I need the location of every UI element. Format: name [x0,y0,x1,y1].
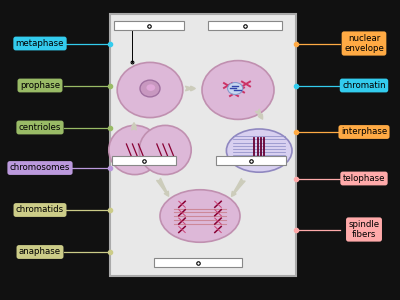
FancyBboxPatch shape [114,21,184,30]
Text: nuclear
envelope: nuclear envelope [344,34,384,53]
Ellipse shape [140,80,160,97]
Ellipse shape [139,125,191,175]
Text: prophase: prophase [20,81,60,90]
Text: spindle
fibers: spindle fibers [348,220,380,239]
FancyBboxPatch shape [216,156,286,165]
Text: anaphase: anaphase [19,248,61,256]
FancyBboxPatch shape [154,258,242,267]
Ellipse shape [109,125,161,175]
Text: chromosomes: chromosomes [10,164,70,172]
FancyBboxPatch shape [208,21,282,30]
Text: centrioles: centrioles [19,123,61,132]
Text: chromatids: chromatids [16,206,64,214]
Text: chromatin: chromatin [342,81,386,90]
Ellipse shape [146,84,155,91]
Ellipse shape [226,129,292,172]
FancyBboxPatch shape [110,14,296,276]
Text: interphase: interphase [341,128,387,136]
Ellipse shape [117,62,183,118]
FancyBboxPatch shape [112,156,176,165]
Text: metaphase: metaphase [16,39,64,48]
Ellipse shape [160,190,240,242]
Text: telophase: telophase [343,174,385,183]
Ellipse shape [202,61,274,119]
Ellipse shape [228,82,243,94]
